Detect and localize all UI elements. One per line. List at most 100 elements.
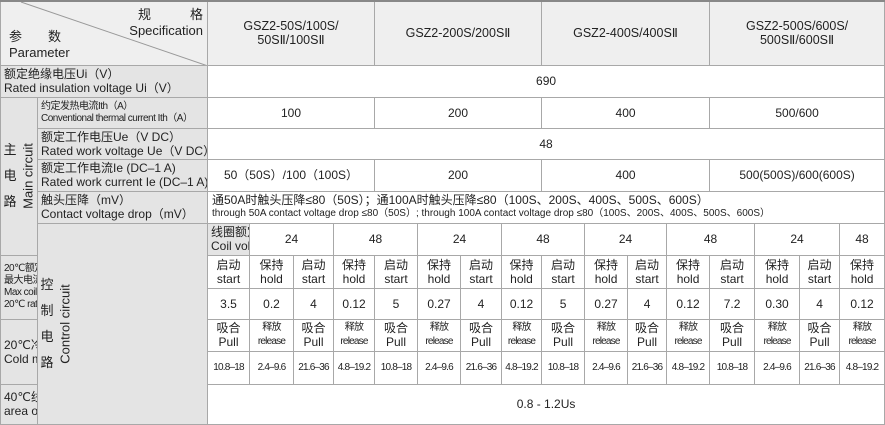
label-cn: 释放 xyxy=(767,322,787,333)
label-en: hold xyxy=(765,271,789,286)
label-en: Coil voltage Us（V DC） xyxy=(211,239,250,253)
thermal-value: 500/600 xyxy=(709,96,885,129)
start-header: 启动 start xyxy=(374,254,419,289)
label-en: Pull xyxy=(386,335,407,349)
label-en: Pull xyxy=(303,335,324,349)
label-cn: 吸合 xyxy=(807,321,832,335)
label-cn: 启动 xyxy=(216,257,241,272)
label-en: release xyxy=(848,336,876,347)
max-current-value: 5 xyxy=(374,287,419,320)
label-cn: 20℃冷态动作电压（V DC） xyxy=(4,337,37,352)
start-header: 启动 start xyxy=(460,254,503,289)
label-cn: 保持 xyxy=(259,257,284,272)
coil-voltage-label: 线圈额定电压 Us（V DC）Coil voltage Us（V DC） xyxy=(207,222,250,256)
work-current-value: 200 xyxy=(374,158,543,192)
work-current-value: 400 xyxy=(541,158,711,192)
label-en: start xyxy=(469,271,493,286)
group-cn: 主电路 xyxy=(3,142,17,209)
model-header: GSZ2-50S/100S/ 50SⅡ/100SⅡ xyxy=(206,0,376,66)
hold-header: 保持 hold xyxy=(754,254,801,289)
label-en: hold xyxy=(260,271,283,286)
max-current-value: 4 xyxy=(460,287,503,320)
value-cn: 通50A时触头压降≤80（50S）；通100A时触头压降≤80（100S、200… xyxy=(212,193,709,207)
label-en: start xyxy=(384,271,408,286)
label-cn: 释放 xyxy=(429,322,449,333)
label-en: 20℃ rated voltage（A DC） xyxy=(4,299,38,310)
label-cn: 启动 xyxy=(469,257,494,272)
start-header: 启动 start xyxy=(541,254,586,289)
pull-header: 吸合 Pull xyxy=(709,318,756,352)
label-cn: 线圈额定电压 Us（V DC） xyxy=(211,225,249,239)
hold-header: 保持 hold xyxy=(501,254,543,289)
thermal-value: 400 xyxy=(541,96,711,129)
max-current-value: 4 xyxy=(799,287,841,320)
max-current-label: 20℃额定电压下线圈 最大电流（A DC） Max coil current u… xyxy=(0,254,38,320)
param-cn: 参 数 xyxy=(9,28,62,44)
label-cn: 启动 xyxy=(807,257,832,272)
label-cn: 保持 xyxy=(427,257,452,272)
label-cn: 额定工作电压Ue（V DC） xyxy=(41,129,182,144)
cold-move-value: 2.4–9.6 xyxy=(417,350,462,385)
max-current-value: 0.12 xyxy=(666,287,711,320)
cold-move-value: 2.4–9.6 xyxy=(754,350,801,385)
cold-move-value: 21.6–36 xyxy=(460,350,503,385)
group-cn: 控制电路 xyxy=(40,276,54,370)
label-en: hold xyxy=(676,271,700,286)
insulation-value: 690 xyxy=(206,64,885,98)
work-current-label: 额定工作电流Ie (DC–1 A) Rated work current Ie (… xyxy=(37,158,208,192)
start-header: 启动 start xyxy=(293,254,334,289)
cold-move-value: 10.8–18 xyxy=(541,350,586,385)
pull-header: 吸合 Pull xyxy=(799,318,841,352)
model-header: GSZ2-400S/400SⅡ xyxy=(541,0,711,66)
max-current-value: 0.27 xyxy=(584,287,629,320)
cold-move-value: 21.6–36 xyxy=(293,350,334,385)
label-en: Contact voltage drop（mV） xyxy=(41,207,194,221)
release-header: 释放 release xyxy=(332,318,376,352)
label-cn: 保持 xyxy=(342,257,367,272)
label-cn: 释放 xyxy=(262,322,281,333)
label-cn: 额定工作电流Ie (DC–1 A) xyxy=(41,161,176,175)
label-cn: 保持 xyxy=(509,257,534,272)
label-cn: 释放 xyxy=(512,322,531,333)
coil-voltage-value: 48 xyxy=(501,222,586,256)
max-current-value: 4 xyxy=(293,287,334,320)
label-en: start xyxy=(301,271,326,286)
control-circuit-group: 控制电路 Control circuit xyxy=(37,222,208,425)
cold-move-value: 2.4–9.6 xyxy=(249,350,294,385)
max-current-value: 4 xyxy=(627,287,668,320)
work-current-value: 50（50S）/100（100S） xyxy=(206,158,376,192)
label-en: start xyxy=(720,271,744,286)
hold-header: 保持 hold xyxy=(332,254,376,289)
cold-move-value: 4.8–19.2 xyxy=(666,350,711,385)
hold-header: 保持 hold xyxy=(666,254,711,289)
label-cn: 启动 xyxy=(720,257,745,272)
start-header: 启动 start xyxy=(207,254,250,289)
release-header: 释放 release xyxy=(417,318,462,352)
cold-move-value: 10.8–18 xyxy=(207,350,250,385)
release-header: 释放 release xyxy=(754,318,801,352)
coil-voltage-value: 24 xyxy=(754,222,841,256)
label-en: release xyxy=(425,336,453,347)
pull-header: 吸合 Pull xyxy=(293,318,334,352)
max-current-value: 3.5 xyxy=(207,287,250,320)
thermal-value: 200 xyxy=(374,96,543,129)
max-current-value: 0.12 xyxy=(501,287,543,320)
label-en: release xyxy=(340,336,368,347)
hold-header: 保持 hold xyxy=(584,254,629,289)
cold-move-value: 4.8–19.2 xyxy=(332,350,376,385)
group-en: Control circuit xyxy=(57,283,73,364)
label-cn: 启动 xyxy=(635,257,660,272)
cold-move-value: 10.8–18 xyxy=(709,350,756,385)
label-cn: 启动 xyxy=(384,257,409,272)
label-en: hold xyxy=(594,271,618,286)
label-cn: 吸合 xyxy=(720,321,745,335)
cold-move-value: 2.4–9.6 xyxy=(584,350,629,385)
label-en: start xyxy=(216,271,241,286)
max-current-value: 7.2 xyxy=(709,287,756,320)
cold-move-value: 21.6–36 xyxy=(799,350,841,385)
start-header: 启动 start xyxy=(627,254,668,289)
insulation-label: 额定绝缘电压Ui（V） Rated insulation voltage Ui（V… xyxy=(0,64,208,98)
label-cn: 保持 xyxy=(594,257,619,272)
label-cn: 约定发热电流Ith（A） xyxy=(41,100,133,112)
release-header: 释放 release xyxy=(249,318,294,352)
